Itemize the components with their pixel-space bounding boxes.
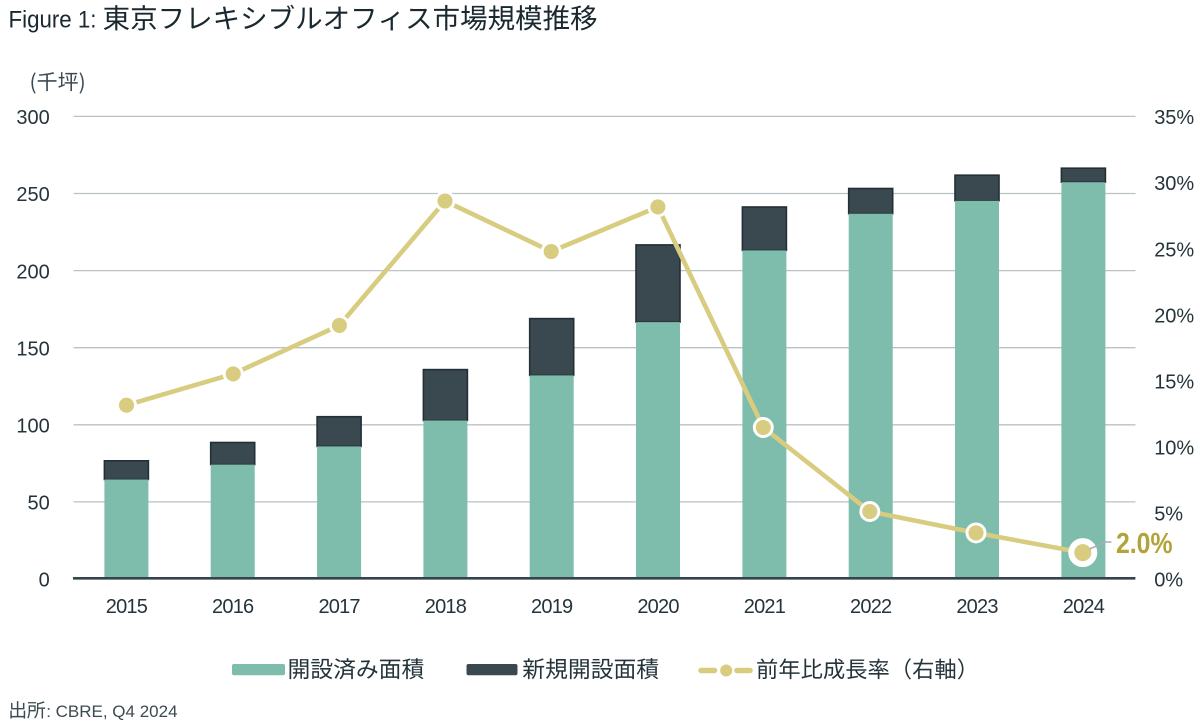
- svg-text:2024: 2024: [1063, 596, 1105, 618]
- svg-text:25%: 25%: [1154, 239, 1194, 261]
- svg-text:30%: 30%: [1154, 173, 1194, 195]
- svg-text:2023: 2023: [956, 596, 998, 618]
- svg-text:2015: 2015: [106, 596, 148, 618]
- svg-text:50: 50: [28, 493, 50, 515]
- svg-text:2022: 2022: [850, 596, 892, 618]
- svg-text:2016: 2016: [212, 596, 254, 618]
- svg-text:35%: 35%: [1154, 107, 1194, 129]
- svg-text:2.0%: 2.0%: [1116, 528, 1173, 560]
- svg-text:10%: 10%: [1154, 438, 1194, 460]
- svg-text:300: 300: [16, 107, 49, 129]
- svg-text:2020: 2020: [637, 596, 679, 618]
- svg-text:2019: 2019: [531, 596, 573, 618]
- svg-text:0: 0: [39, 570, 50, 592]
- svg-text:: CBRE, Q4 2024: : CBRE, Q4 2024: [46, 702, 177, 721]
- svg-text:0%: 0%: [1154, 570, 1183, 592]
- svg-text:2017: 2017: [318, 596, 360, 618]
- svg-text:20%: 20%: [1154, 305, 1194, 327]
- svg-text:2018: 2018: [425, 596, 467, 618]
- svg-text:250: 250: [16, 184, 49, 206]
- svg-text:100: 100: [16, 416, 49, 438]
- svg-text:15%: 15%: [1154, 371, 1194, 393]
- svg-text:200: 200: [16, 261, 49, 283]
- svg-text:5%: 5%: [1154, 504, 1183, 526]
- svg-text:2021: 2021: [744, 596, 786, 618]
- svg-text:150: 150: [16, 338, 49, 360]
- svg-text:Figure 1:: Figure 1:: [9, 7, 97, 34]
